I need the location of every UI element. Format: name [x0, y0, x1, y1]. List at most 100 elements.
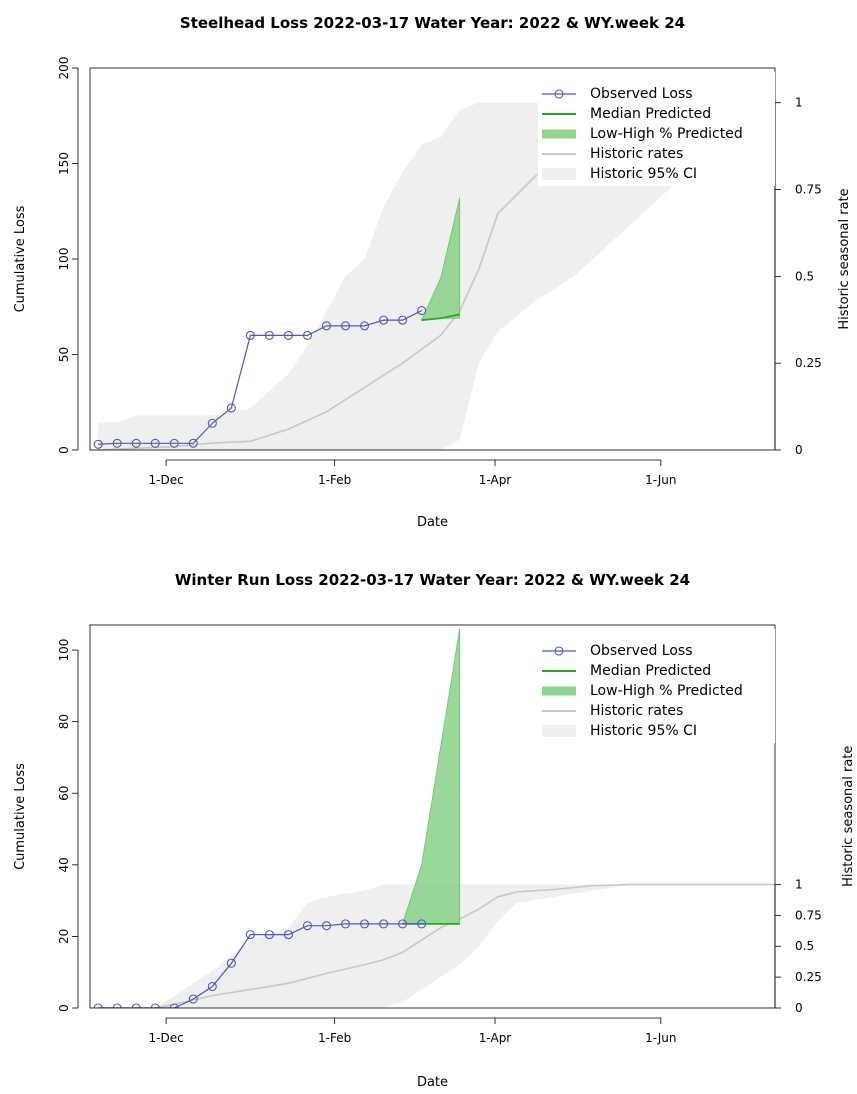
- x-tick-label: 1-Dec: [149, 473, 184, 487]
- plot-area: [93, 628, 775, 1008]
- y-tick-label: 200: [57, 57, 71, 80]
- observed-loss-point: [112, 1003, 122, 1008]
- observed-loss-point: [150, 1003, 160, 1008]
- observed-loss-point: [169, 1003, 179, 1008]
- y2-tick-label: 0.75: [795, 183, 822, 197]
- observed-loss-point: [417, 306, 427, 316]
- observed-loss-point: [379, 919, 389, 929]
- x-tick-label: 1-Apr: [479, 473, 512, 487]
- observed-loss-point: [379, 315, 389, 325]
- y-tick-label: 40: [57, 857, 71, 872]
- observed-loss-point: [245, 930, 255, 940]
- chart-panel-2: 0 20 40 60 80 100 0 0.25 0.5 0.75 1 1-Dec 1-Feb 1-Apr…: [13, 571, 856, 1090]
- legend-label: Observed Loss: [590, 643, 693, 659]
- observed-loss-line: [98, 923, 422, 1008]
- x-tick-label: 1-Feb: [318, 1031, 351, 1045]
- legend-label: Historic rates: [590, 703, 683, 719]
- legend-label: Low-High % Predicted: [590, 683, 743, 699]
- x-tick-label: 1-Feb: [318, 473, 351, 487]
- observed-loss-point: [359, 919, 370, 929]
- observed-loss-point: [417, 919, 427, 929]
- observed-loss-point: [226, 403, 236, 413]
- y2-tick-label: 0.25: [795, 356, 822, 370]
- observed-loss-point: [340, 321, 351, 331]
- legend-swatch-observed-point: [554, 646, 564, 656]
- y-axis-label: Cumulative Loss: [13, 205, 28, 312]
- y2-tick-label: 1: [795, 96, 803, 110]
- observed-loss-point: [188, 994, 198, 1004]
- observed-loss-point: [93, 1003, 103, 1008]
- y-tick-label: 150: [57, 152, 71, 175]
- x-axis-label: Date: [417, 1075, 448, 1090]
- y2-tick-label: 0: [795, 443, 803, 457]
- observed-loss-point: [321, 921, 332, 931]
- y2-axis-label: Historic seasonal rate: [837, 188, 852, 329]
- observed-loss-point: [150, 438, 160, 448]
- y-tick-label: 80: [57, 714, 71, 729]
- x-tick-label: 1-Dec: [149, 1031, 184, 1045]
- y-tick-label: 100: [57, 248, 71, 271]
- legend-label: Median Predicted: [590, 106, 711, 122]
- observed-loss-point: [398, 919, 408, 929]
- legend-box: [538, 629, 775, 743]
- observed-loss-point: [112, 438, 122, 448]
- observed-loss-point: [188, 438, 198, 448]
- historic-ci-band: [98, 884, 775, 1008]
- y-tick-label: 50: [57, 347, 71, 362]
- x-tick-label: 1-Jun: [645, 473, 676, 487]
- y-tick-label: 20: [57, 929, 71, 944]
- historic-ci-band: [98, 102, 775, 450]
- chart-title: Winter Run Loss 2022-03-17 Water Year: 2…: [175, 571, 690, 589]
- y2-tick-label: 0: [795, 1001, 803, 1015]
- y2-tick-label: 0.25: [795, 970, 822, 984]
- median-predicted-line: [421, 313, 460, 322]
- y2-axis-label: Historic seasonal rate: [841, 746, 856, 887]
- observed-loss-point: [207, 418, 217, 428]
- observed-loss-point: [226, 958, 236, 968]
- observed-loss-point: [283, 930, 293, 940]
- observed-loss-point: [169, 438, 179, 448]
- y2-tick-label: 0.5: [795, 269, 814, 283]
- x-tick-label: 1-Jun: [645, 1031, 676, 1045]
- legend: Observed Loss Median Predicted Low-High % …: [538, 629, 775, 743]
- observed-loss-point: [131, 1003, 141, 1008]
- legend: Observed Loss Median Predicted Low-High % …: [538, 72, 775, 186]
- observed-loss-point: [93, 439, 103, 449]
- y-tick-label: 0: [57, 446, 71, 454]
- legend-swatch-observed-point: [554, 89, 564, 99]
- observed-loss-point: [398, 315, 408, 325]
- observed-loss-point: [302, 921, 313, 931]
- observed-loss-point: [264, 930, 274, 940]
- y2-tick-label: 0.75: [795, 908, 822, 922]
- observed-loss-line: [98, 310, 422, 445]
- observed-loss-point: [264, 330, 274, 340]
- historic-rates-line: [98, 883, 775, 1008]
- observed-loss-point: [131, 438, 141, 448]
- y2-tick-label: 0.5: [795, 939, 814, 953]
- legend-label: Low-High % Predicted: [590, 126, 743, 142]
- chart-panel-1: 0 50 100 150 200 0 0.25 0.5 0.75 1 1-Dec 1-Feb 1-Apr…: [13, 14, 852, 530]
- y2-tick-label: 1: [795, 877, 803, 891]
- legend-label: Observed Loss: [590, 86, 693, 102]
- y-tick-label: 0: [57, 1004, 71, 1012]
- plot-frame: [89, 624, 776, 1009]
- legend-label: Historic rates: [590, 146, 683, 162]
- observed-loss-point: [359, 321, 370, 331]
- y-tick-label: 60: [57, 786, 71, 801]
- y-axis-label: Cumulative Loss: [13, 763, 28, 870]
- legend-label: Historic 95% CI: [590, 166, 697, 182]
- observed-loss-point: [340, 919, 351, 929]
- y-tick-label: 100: [57, 639, 71, 662]
- observed-loss-point: [245, 330, 255, 340]
- x-tick-label: 1-Apr: [479, 1031, 512, 1045]
- legend-label: Historic 95% CI: [590, 723, 697, 739]
- observed-loss-point: [283, 330, 293, 340]
- legend-box: [538, 72, 775, 186]
- observed-loss-point: [207, 981, 217, 992]
- legend-label: Median Predicted: [590, 663, 711, 679]
- x-axis-label: Date: [417, 515, 448, 530]
- chart-title: Steelhead Loss 2022-03-17 Water Year: 20…: [180, 14, 685, 32]
- observed-loss-point: [321, 321, 332, 331]
- observed-loss-point: [302, 330, 313, 340]
